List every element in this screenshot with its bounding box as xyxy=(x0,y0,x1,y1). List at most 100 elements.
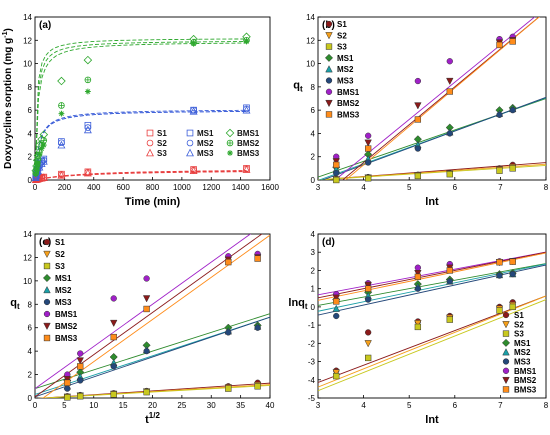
data-point-BMS3 xyxy=(446,88,453,95)
legend-marker-S2 xyxy=(325,32,333,40)
data-point-S3 xyxy=(333,176,340,184)
y-tick-label: -3 xyxy=(308,358,316,367)
data-point-BMS2 xyxy=(364,281,372,290)
y-tick-label: 6 xyxy=(311,106,316,115)
data-point-S3 xyxy=(189,166,198,174)
data-point-S3 xyxy=(64,394,71,401)
legend-label-S3: S3 xyxy=(337,43,347,52)
legend-label-S1: S1 xyxy=(514,311,524,320)
fit-line-BMS1 xyxy=(35,234,252,389)
y-tick-label: 3 xyxy=(311,248,316,257)
data-point-S3 xyxy=(110,391,117,398)
legend-label-S2: S2 xyxy=(337,31,347,40)
data-point-BMS3 xyxy=(225,258,232,266)
data-point-MS2 xyxy=(58,139,65,147)
legend-label-BMS3: BMS3 xyxy=(337,110,360,119)
data-point-S1 xyxy=(365,329,372,336)
y-tick-label: 4 xyxy=(28,129,33,138)
x-tick-label: 6 xyxy=(453,183,458,192)
data-point-MS3 xyxy=(414,285,422,292)
y-tick-label: 14 xyxy=(306,13,315,22)
fit-line-S2 xyxy=(318,295,546,388)
legend-label-MS1: MS1 xyxy=(197,129,214,138)
x-tick-label: 3 xyxy=(316,183,321,192)
legend-label-MS1: MS1 xyxy=(337,54,354,63)
data-point-BMS3 xyxy=(64,379,71,386)
fit-line-S3 xyxy=(318,299,546,392)
data-point-S3 xyxy=(446,316,453,323)
y-tick-label: 8 xyxy=(28,300,33,309)
data-point-S3 xyxy=(83,168,92,177)
fit-line-BMS1 xyxy=(334,17,536,180)
legend-label-MS3: MS3 xyxy=(337,77,354,86)
data-point-S3 xyxy=(414,172,422,180)
fit-line-BMS2 xyxy=(318,251,546,299)
data-point-BMS3 xyxy=(365,145,372,152)
y-tick-label: 8 xyxy=(311,83,316,92)
data-point-MS1 xyxy=(84,121,92,129)
y-tick-label: 6 xyxy=(28,106,33,115)
data-point-S3 xyxy=(446,171,453,178)
data-point-S3 xyxy=(39,173,48,181)
legend-marker-BMS3 xyxy=(502,386,510,393)
data-point-BMS3 xyxy=(414,116,422,123)
data-point-S3 xyxy=(365,175,372,182)
fit-line-MS3 xyxy=(318,264,546,316)
y-tick-label: 1 xyxy=(311,285,316,294)
data-point-BMS1 xyxy=(446,58,453,65)
data-point-BMS3 xyxy=(446,267,453,274)
data-point-MS3 xyxy=(225,329,232,336)
legend-label-S2: S2 xyxy=(514,320,524,329)
fit-line-BMS1 xyxy=(318,251,546,296)
x-tick-label: 6 xyxy=(453,401,458,410)
data-point-BMS3 xyxy=(333,298,340,305)
data-point-MS3 xyxy=(77,377,84,384)
legend-marker-BMS1 xyxy=(502,367,510,374)
y-tick-label: 4 xyxy=(28,347,33,356)
fit-curve-S2 xyxy=(34,170,247,181)
x-tick-label: 20 xyxy=(148,401,157,410)
legend-marker-BMS2 xyxy=(325,99,333,108)
fit-line-BMS3 xyxy=(42,234,270,398)
x-axis-label: lnt xyxy=(425,414,439,426)
legend-label-BMS3: BMS3 xyxy=(55,334,78,343)
y-tick-label: -2 xyxy=(308,339,316,348)
data-point-BMS3 xyxy=(84,88,91,95)
x-tick-label: 35 xyxy=(236,401,245,410)
legend-marker-BMS3 xyxy=(325,111,333,118)
x-tick-label: 30 xyxy=(207,401,216,410)
data-point-BMS2 xyxy=(332,294,340,302)
data-point-MS3 xyxy=(509,270,516,278)
data-point-BMS3 xyxy=(110,333,117,341)
x-tick-label: 4 xyxy=(361,401,366,410)
legend-c: S1 S2 S3 MS1 MS2 MS3 BMS1 BMS2 BMS3 xyxy=(42,238,78,343)
legend-marker-MS1 xyxy=(186,129,194,137)
legend-marker-BMS2 xyxy=(226,139,234,147)
data-point-MS3 xyxy=(31,173,40,181)
legend-label-MS1: MS1 xyxy=(514,339,531,348)
data-point-BMS3 xyxy=(496,259,503,266)
fit-curve-BMS1 xyxy=(34,38,247,181)
legend-marker-MS3 xyxy=(502,358,510,365)
legend-marker-MS3 xyxy=(325,77,333,84)
fit-curve-MS2 xyxy=(34,111,247,181)
legend-label-S1: S1 xyxy=(157,129,167,138)
data-point-BMS3 xyxy=(190,40,197,47)
legend-marker-BMS3 xyxy=(227,150,233,156)
data-point-BMS3 xyxy=(365,285,372,292)
y-tick-label: 8 xyxy=(28,83,33,92)
plot-frame xyxy=(317,233,547,399)
legend-marker-MS2 xyxy=(325,65,333,73)
legend-marker-BMS3 xyxy=(43,334,51,342)
data-point-BMS1 xyxy=(414,77,422,85)
data-point-S3 xyxy=(225,385,232,392)
data-point-BMS2 xyxy=(364,139,372,147)
legend-label-BMS1: BMS1 xyxy=(337,88,360,97)
data-point-S3 xyxy=(509,165,516,172)
y-tick-label: 0 xyxy=(311,303,316,312)
data-point-MS3 xyxy=(333,312,340,320)
data-point-MS2 xyxy=(332,304,340,312)
x-axis-label: lnt xyxy=(425,196,439,208)
